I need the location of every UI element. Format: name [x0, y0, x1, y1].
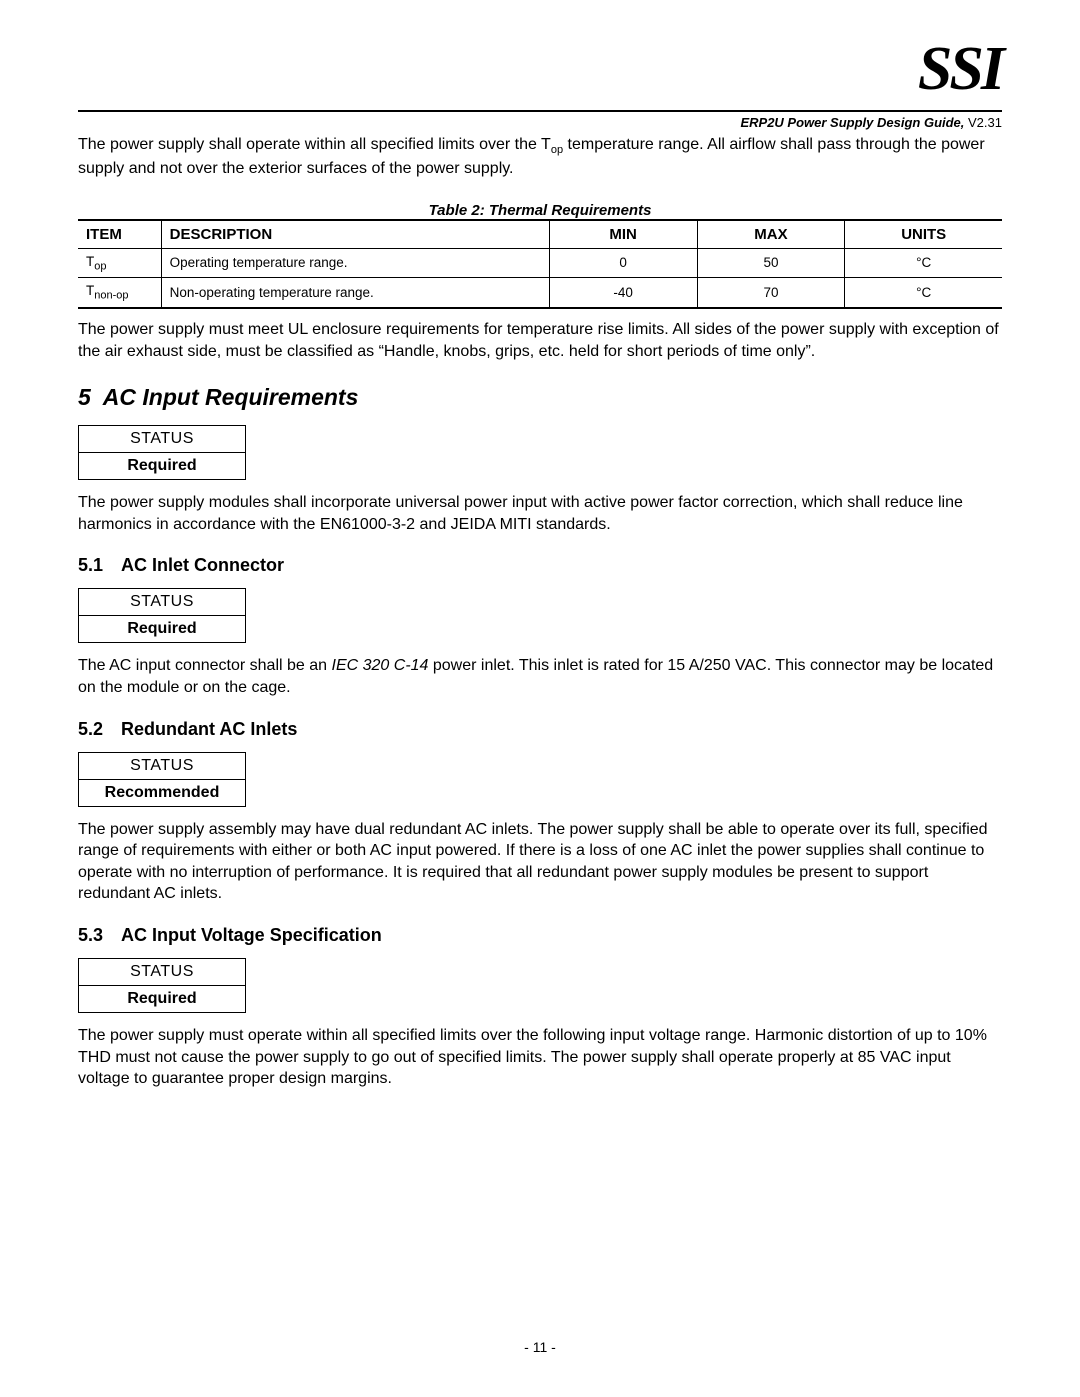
intro-paragraph: The power supply shall operate within al…: [78, 134, 1002, 180]
status-header: STATUS: [79, 959, 245, 986]
cell-item-sub: op: [94, 260, 106, 272]
section-5-number: 5: [78, 384, 91, 410]
thermal-requirements-table: ITEM DESCRIPTION MIN MAX UNITS Top Opera…: [78, 219, 1002, 309]
section-5-3-heading: 5.3 AC Input Voltage Specification: [78, 925, 1002, 946]
cell-units: °C: [845, 278, 1002, 308]
status-header: STATUS: [79, 753, 245, 780]
section-5-3-number: 5.3: [78, 925, 103, 945]
page-number: - 11 -: [0, 1339, 1080, 1355]
cell-desc: Operating temperature range.: [161, 248, 549, 278]
th-units: UNITS: [845, 220, 1002, 249]
para-pre: The AC input connector shall be an: [78, 657, 332, 674]
header-rule: [78, 110, 1002, 112]
cell-min: -40: [549, 278, 697, 308]
section-5-2-number: 5.2: [78, 719, 103, 739]
section-5-2-heading: 5.2 Redundant AC Inlets: [78, 719, 1002, 740]
table-header-row: ITEM DESCRIPTION MIN MAX UNITS: [78, 220, 1002, 249]
table2-caption: Table 2: Thermal Requirements: [78, 202, 1002, 219]
status-value: Required: [79, 453, 245, 479]
status-value: Required: [79, 616, 245, 642]
section-5-3-title: AC Input Voltage Specification: [121, 925, 382, 945]
cell-max: 50: [697, 248, 845, 278]
status-header: STATUS: [79, 426, 245, 453]
section-5-1-number: 5.1: [78, 555, 103, 575]
status-box: STATUS Required: [78, 958, 246, 1013]
cell-item-sub: non-op: [94, 290, 128, 302]
doc-header-title: ERP2U Power Supply Design Guide, V2.31: [78, 115, 1002, 130]
status-box: STATUS Recommended: [78, 752, 246, 807]
th-min: MIN: [549, 220, 697, 249]
status-value: Recommended: [79, 780, 245, 806]
cell-item-pre: T: [86, 254, 94, 269]
status-box: STATUS Required: [78, 588, 246, 643]
section-5-1-heading: 5.1 AC Inlet Connector: [78, 555, 1002, 576]
ul-requirements-paragraph: The power supply must meet UL enclosure …: [78, 319, 1002, 362]
status-header: STATUS: [79, 589, 245, 616]
section-5-heading: 5 AC Input Requirements: [78, 384, 1002, 411]
para-italic: IEC 320 C-14: [332, 657, 429, 674]
th-max: MAX: [697, 220, 845, 249]
section-5-3-paragraph: The power supply must operate within all…: [78, 1025, 1002, 1090]
section-5-1-paragraph: The AC input connector shall be an IEC 3…: [78, 655, 1002, 698]
logo: SSI: [918, 38, 1002, 100]
section-5-1-title: AC Inlet Connector: [121, 555, 284, 575]
section-5-2-title: Redundant AC Inlets: [121, 719, 297, 739]
th-description: DESCRIPTION: [161, 220, 549, 249]
cell-units: °C: [845, 248, 1002, 278]
cell-min: 0: [549, 248, 697, 278]
cell-desc: Non-operating temperature range.: [161, 278, 549, 308]
section-5-2-paragraph: The power supply assembly may have dual …: [78, 819, 1002, 905]
section-5-title: AC Input Requirements: [103, 384, 359, 410]
th-item: ITEM: [78, 220, 161, 249]
table-row: Top Operating temperature range. 0 50 °C: [78, 248, 1002, 278]
doc-title-name: ERP2U Power Supply Design Guide,: [740, 115, 968, 130]
intro-subscript: op: [551, 144, 563, 156]
cell-max: 70: [697, 278, 845, 308]
intro-text-pre: The power supply shall operate within al…: [78, 136, 551, 153]
status-value: Required: [79, 986, 245, 1012]
section-5-paragraph: The power supply modules shall incorpora…: [78, 492, 1002, 535]
table-row: Tnon-op Non-operating temperature range.…: [78, 278, 1002, 308]
status-box: STATUS Required: [78, 425, 246, 480]
cell-item-pre: T: [86, 283, 94, 298]
doc-title-version: V2.31: [968, 115, 1002, 130]
